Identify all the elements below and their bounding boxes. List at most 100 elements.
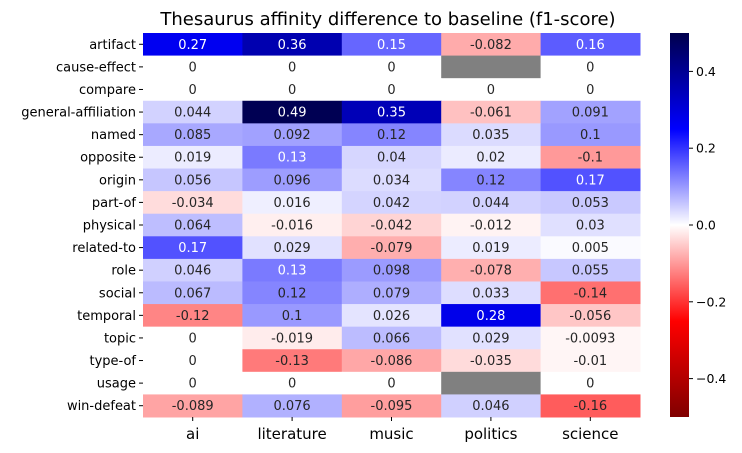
cell-value-label: 0 [586,377,594,392]
heatmap-cell [143,236,243,260]
colorbar-gradient [670,33,689,417]
cell-value-label: 0.085 [174,128,211,143]
cell-value-label: 0.03 [576,219,605,234]
heatmap-cell [143,304,243,328]
cell-value-label: 0.076 [273,399,310,414]
heatmap-cell [341,168,442,192]
heatmap-cell [242,394,343,418]
row-label: win-defeat [67,399,136,414]
cell-value-label: -0.019 [271,331,313,346]
heatmap-cell [341,123,442,147]
colorbar-tick-label: −0.2 [696,294,726,309]
cell-value-label: 0.035 [472,128,509,143]
heatmap-cell [441,213,542,237]
cell-value-label: 0.033 [472,286,509,301]
heatmap-cell [143,326,243,350]
cell-value-label: -0.016 [271,219,313,234]
heatmap-cell [242,78,343,102]
heatmap-cell [341,191,442,215]
row-label: named [91,128,136,143]
cell-value-label: 0.1 [580,128,601,143]
heatmap-cell [441,394,542,418]
row-label: part-of [92,196,137,211]
heatmap-cell [540,371,641,395]
cell-value-label: 0.098 [373,264,410,279]
heatmap-cell [143,371,243,395]
cell-value-label: 0.066 [373,331,410,346]
heatmap-cell [441,236,542,260]
cell-value-label: 0.36 [278,38,307,53]
heatmap-cell [242,100,343,124]
column-label: politics [464,425,517,443]
heatmap-cell [143,213,243,237]
heatmap-cell [242,213,343,237]
cell-value-label: -0.01 [573,354,607,369]
heatmap-cell [441,326,542,350]
heatmap-cell [341,394,442,418]
heatmap-cell [242,304,343,328]
heatmap-cell [242,33,343,57]
heatmap-cell [540,213,641,237]
heatmap-cell [341,145,442,170]
column-label: ai [186,425,199,443]
cell-value-label: -0.061 [470,106,512,121]
cell-value-label: 0.019 [174,151,211,166]
cell-value-label: 0.067 [174,286,211,301]
heatmap-cells: 0.27 0.36 0.15 -0.082 0.16 0 0 0 0 0 0 0 0 0 0.044 0.49… [143,33,641,418]
heatmap-cell [143,100,243,124]
heatmap-cell [341,326,442,350]
cell-value-label: 0.35 [377,106,406,121]
heatmap-cell [242,258,343,282]
heatmap-cell [540,168,641,192]
cell-value-label: 0.27 [178,38,207,53]
heatmap-cell [441,33,542,57]
heatmap-cell [143,145,243,170]
heatmap-cell [441,304,542,328]
colorbar-tick-label: −0.4 [696,371,726,386]
heatmap-cell [143,349,243,373]
heatmap-cell [341,55,442,79]
heatmap-cell [242,55,343,79]
heatmap-cell [242,371,343,395]
row-label: temporal [77,309,136,324]
row-label: cause-effect [56,60,136,75]
cell-value-label: -0.012 [470,219,512,234]
cell-value-label: 0.034 [373,173,410,188]
cell-value-label: 0.12 [278,286,307,301]
column-label: science [562,425,618,443]
cell-value-label: -0.079 [371,241,413,256]
cell-value-label: 0 [387,60,395,75]
cell-value-label: 0.005 [572,241,609,256]
cell-value-label: 0.12 [476,173,505,188]
cell-value-label: 0 [586,83,594,98]
cell-value-label: 0.079 [373,286,410,301]
cell-value-label: 0.044 [174,106,211,121]
cell-value-label: 0.02 [476,151,505,166]
cell-value-label: 0 [189,83,197,98]
heatmap-cell [242,326,343,350]
heatmap-cell [540,78,641,102]
cell-value-label: 0.029 [273,241,310,256]
row-label: artifact [89,38,136,53]
cell-value-label: 0.1 [282,309,303,324]
colorbar-tick-label: 0.4 [696,64,716,79]
colorbar-tick-label: 0.2 [696,141,716,156]
cell-value-label: 0.15 [377,38,406,53]
cell-value-label: 0 [387,83,395,98]
row-label: related-to [72,241,136,256]
row-label: opposite [80,151,136,166]
row-label: usage [97,377,136,392]
cell-value-label: 0.026 [373,309,410,324]
cell-value-label: -0.13 [275,354,309,369]
cell-value-label: 0.029 [472,331,509,346]
chart-title: Thesaurus affinity difference to baselin… [159,9,615,30]
heatmap-cell [242,349,343,373]
heatmap-cell [143,55,243,79]
heatmap-cell [341,304,442,328]
cell-value-label: 0.046 [174,264,211,279]
heatmap-cell [540,55,641,79]
cell-value-label: 0.092 [273,128,310,143]
colorbar-tick-label: 0.0 [696,218,716,233]
row-label: social [99,286,136,301]
cell-value-label: 0 [387,377,395,392]
